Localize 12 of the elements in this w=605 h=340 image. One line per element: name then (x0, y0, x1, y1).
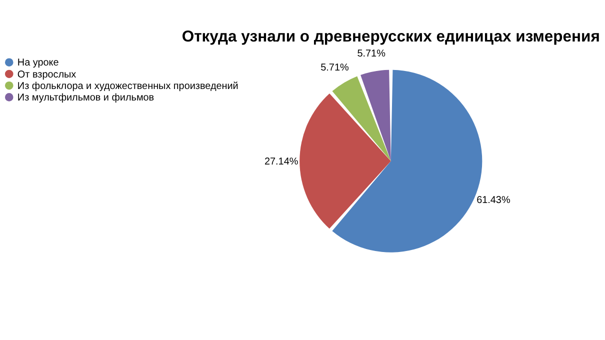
data-label: 5.71% (320, 62, 349, 74)
data-label: 27.14% (264, 156, 298, 168)
legend-label: Из мультфильмов и фильмов (17, 92, 154, 104)
legend-label: От взрослых (17, 69, 76, 80)
legend-label: Из фольклора и художественных произведений (17, 80, 238, 92)
pie-slice (300, 94, 391, 229)
pie-slice (360, 70, 391, 162)
legend-label: На уроке (17, 58, 60, 69)
data-label: 5.71% (357, 48, 386, 60)
data-label: 61.43% (476, 194, 510, 206)
pie-slice (332, 76, 391, 162)
chart-title: Откуда узнали о древнерусских единицах измерения (182, 28, 600, 46)
